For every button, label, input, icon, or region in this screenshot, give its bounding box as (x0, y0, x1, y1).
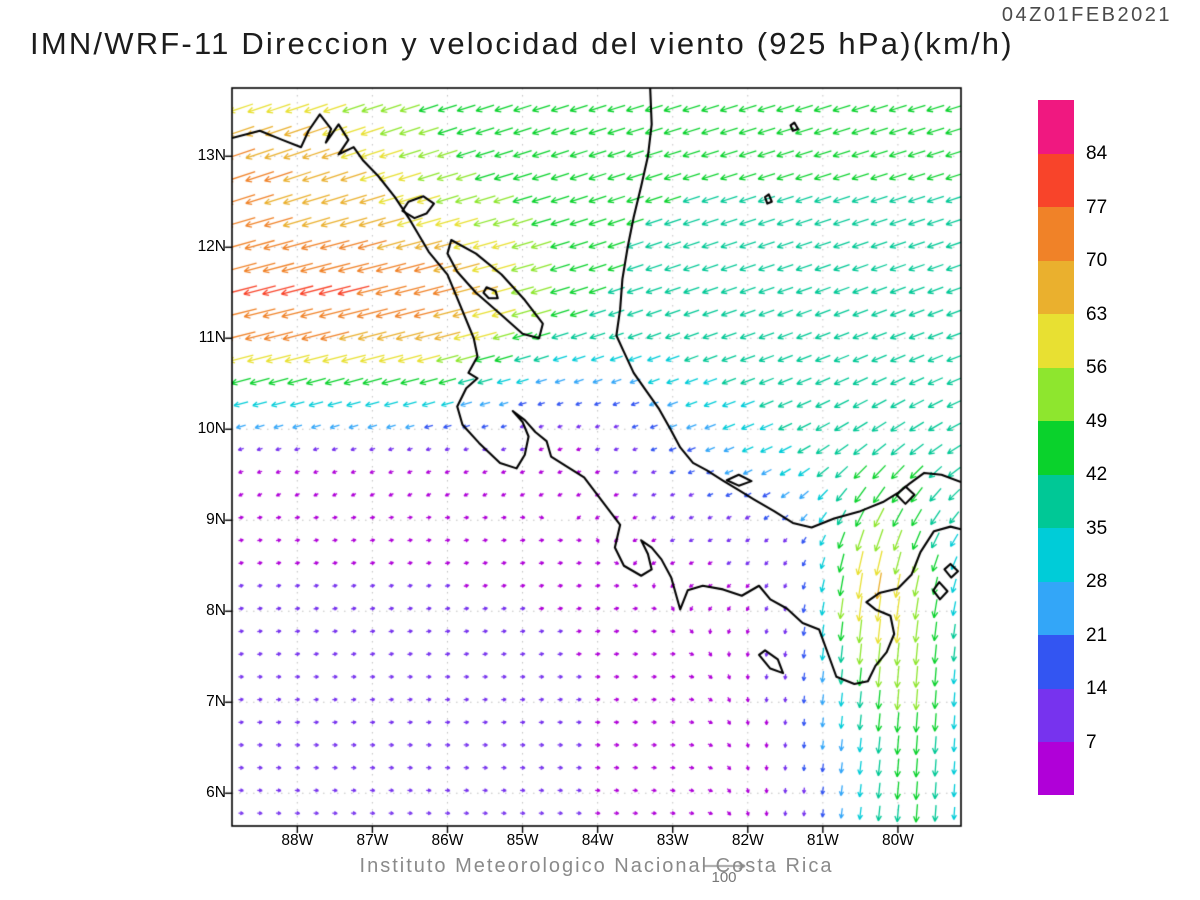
colorbar-label: 28 (1086, 571, 1108, 593)
x-tick-label: 82W (731, 832, 764, 849)
colorbar-label: 42 (1086, 464, 1108, 486)
x-tick-label: 81W (806, 832, 839, 849)
y-tick-label: 6N (206, 784, 226, 802)
colorbar-segment (1038, 260, 1074, 315)
colorbar-label: 7 (1086, 731, 1097, 753)
colorbar-label: 77 (1086, 196, 1108, 218)
colorbar-label: 21 (1086, 624, 1108, 646)
x-tick-label: 80W (881, 832, 914, 849)
colorbar-label: 84 (1086, 143, 1108, 165)
speed-colorbar (1038, 100, 1074, 796)
colorbar-segment (1038, 313, 1074, 368)
colorbar-segment (1038, 581, 1074, 636)
x-tick-label: 86W (431, 832, 464, 849)
colorbar-segment (1038, 153, 1074, 208)
x-tick-label: 84W (581, 832, 614, 849)
y-tick-label: 11N (198, 329, 226, 347)
reference-vector-label: 100 (711, 869, 737, 886)
credit-text: Instituto Meteorologico Nacional Costa R… (359, 855, 834, 877)
colorbar-label: 70 (1086, 250, 1108, 272)
y-tick-label: 9N (206, 511, 226, 529)
colorbar-segment (1038, 100, 1074, 154)
y-tick-label: 12N (197, 238, 226, 256)
colorbar-label: 63 (1086, 303, 1108, 325)
colorbar-segment (1038, 688, 1074, 743)
y-tick-label: 8N (206, 602, 226, 620)
colorbar-label: 56 (1086, 357, 1108, 379)
colorbar-segment (1038, 634, 1074, 689)
colorbar-label: 35 (1086, 517, 1108, 539)
colorbar-segment (1038, 527, 1074, 582)
y-tick-label: 10N (197, 420, 226, 438)
x-tick-label: 88W (281, 832, 314, 849)
speed-colorbar-labels: 84 77 70 63 56 49 42 35 28 21 14 7 (1086, 100, 1146, 795)
colorbar-segment (1038, 741, 1074, 796)
x-tick-label: 87W (356, 832, 389, 849)
y-tick-label: 7N (206, 693, 226, 711)
x-tick-label: 83W (656, 832, 689, 849)
colorbar-segment (1038, 474, 1074, 529)
x-tick-label: 85W (506, 832, 539, 849)
colorbar-segment (1038, 367, 1074, 422)
colorbar-label: 49 (1086, 410, 1108, 432)
colorbar-segment (1038, 206, 1074, 261)
y-tick-label: 13N (197, 147, 226, 165)
colorbar-label: 14 (1086, 678, 1108, 700)
colorbar-segment (1038, 420, 1074, 475)
